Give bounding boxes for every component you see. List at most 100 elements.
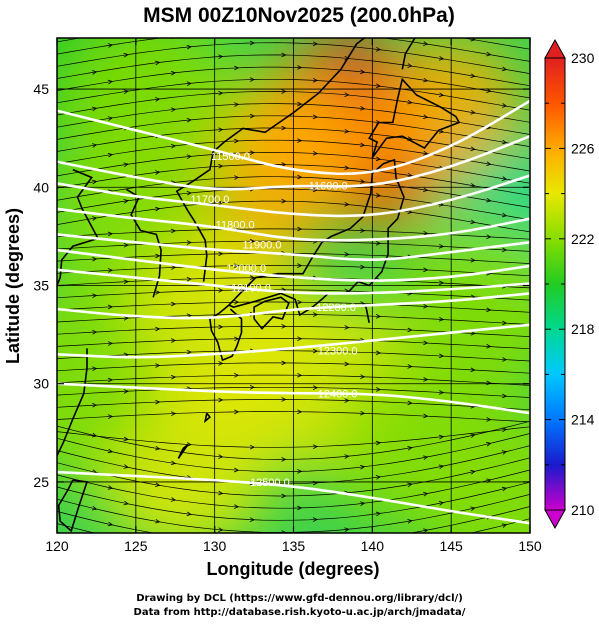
wind-arrow [344,252,350,257]
wind-arrow [107,448,114,454]
wind-arrow [170,228,177,234]
wind-arrow [344,165,350,171]
wind-arrow [375,475,382,480]
wind-arrow [218,127,224,133]
wind-arrow [313,554,317,558]
wind-arrow [470,469,476,475]
credit-drawing: Drawing by DCL (https://www.gfd-dennou.o… [136,593,463,604]
y-tick-label-45: 45 [33,81,49,97]
wind-arrow [297,409,303,415]
wind-arrow [360,374,366,379]
wind-arrow [312,41,319,47]
wind-arrow [123,199,129,204]
wind-arrow [470,330,476,336]
wind-arrow [360,69,366,75]
wind-arrow [486,441,492,447]
wind-arrow [123,500,129,506]
wind-arrow [218,361,224,366]
wind-arrow [375,240,382,246]
wind-arrow [423,340,429,346]
wind-arrow [502,357,508,362]
wind-arrow [470,367,476,373]
wind-arrow [170,374,177,380]
wind-arrow [170,411,177,416]
wind-arrow [423,304,429,309]
wind-arrow [234,263,240,269]
wind-arrow [438,55,445,61]
wind-arrow [407,327,413,333]
wind-arrow [501,523,508,528]
wind-arrow [312,114,319,120]
wind-arrow [186,349,192,355]
wind-arrow [249,150,256,155]
wind-arrow [107,116,114,121]
contour-line-0 [57,99,530,176]
colorbar-max-arrow [544,38,566,59]
wind-arrow [186,154,192,160]
wind-arrow [486,51,492,57]
wind-arrow [360,264,366,270]
contour-line-4 [57,233,530,262]
contour-label-6: 12100.0 [231,282,271,294]
wind-arrow [233,504,240,509]
wind-arrow [155,97,161,102]
wind-arrow [91,505,98,511]
wind-arrow [344,398,350,403]
wind-arrow [170,497,177,502]
contour-line-7 [57,292,530,320]
wind-arrow [360,410,366,416]
field-point-15 [424,411,530,533]
wind-arrow [218,454,224,459]
contour-label-8: 12300.0 [318,345,358,357]
wind-arrow [407,400,413,406]
wind-arrow [281,360,287,366]
wind-arrow [186,81,192,86]
wind-arrow [423,413,429,419]
wind-arrow [423,114,429,119]
wind-arrow [501,486,508,492]
wind-arrow [438,92,445,98]
wind-arrow [92,366,98,372]
wind-arrow [107,152,114,158]
colorbar-label-222: 222 [571,231,595,247]
credit-data: Data from http://database.rish.kyoto-u.a… [133,607,466,618]
wind-arrow [186,276,192,282]
wind-arrow [360,33,364,37]
wind-arrow [249,444,256,450]
wind-arrow [438,317,445,322]
wind-arrow [312,312,319,317]
x-tick-label-140: 140 [361,538,385,554]
wind-arrow [375,46,382,52]
y-tick-label-40: 40 [33,179,49,195]
wind-arrow [297,469,303,474]
x-tick-label-135: 135 [282,538,306,554]
contour-line-6 [57,268,530,295]
wind-arrow [123,52,129,58]
wind-arrow [218,490,224,496]
wind-arrow [501,450,508,455]
wind-arrow [155,206,161,212]
wind-arrow [486,307,492,313]
wind-arrow [107,79,114,85]
wind-arrow [344,92,350,97]
wind-arrow [155,290,161,295]
wind-arrow [92,293,98,298]
wind-arrow [218,200,224,206]
wind-arrow [297,29,301,33]
wind-arrow [234,65,240,71]
wind-arrow [123,242,129,248]
wind-arrow [297,336,303,341]
wind-arrow [186,511,192,517]
wind-arrow [423,77,429,83]
wind-arrow [312,444,319,449]
wind-arrow [123,436,129,442]
wind-arrow [486,344,492,349]
wind-arrow [92,38,94,39]
coastline-ryukyu [177,443,189,459]
colorbar-label-218: 218 [571,321,595,337]
wind-arrow [281,89,287,94]
wind-arrow [470,257,476,263]
wind-arrow [123,464,129,469]
wind-arrow [249,113,256,119]
wind-arrow [486,234,492,240]
